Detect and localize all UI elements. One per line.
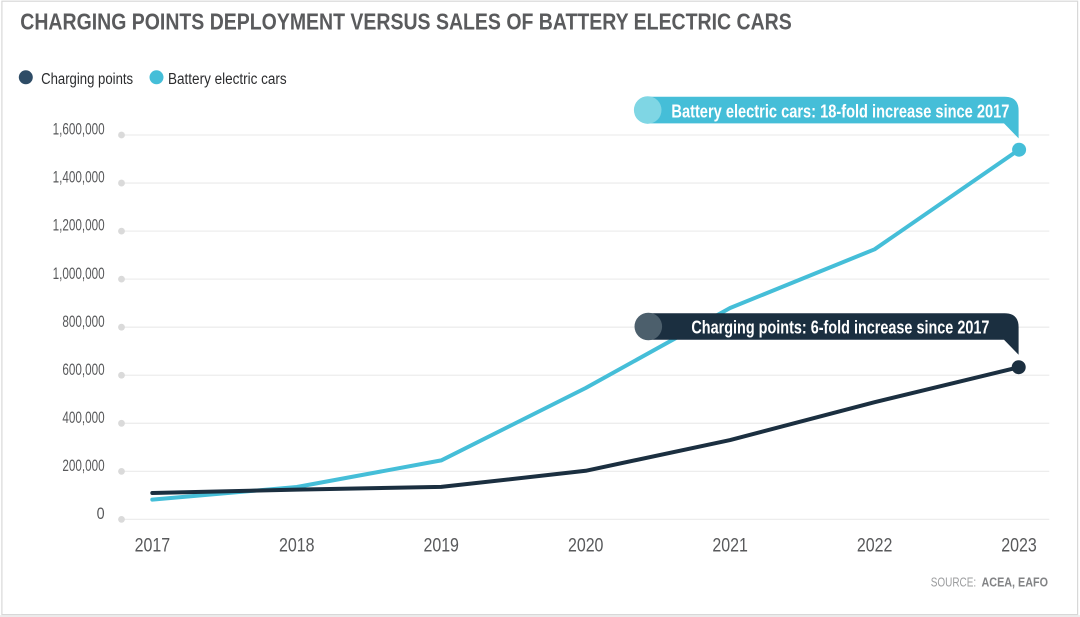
svg-text:Charging points: 6-fold increa: Charging points: 6-fold increase since 2… <box>691 317 989 338</box>
svg-text:2021: 2021 <box>712 534 748 556</box>
svg-text:CHARGING POINTS DEPLOYMENT VER: CHARGING POINTS DEPLOYMENT VERSUS SALES … <box>20 9 791 35</box>
svg-text:SOURCE:: SOURCE: <box>931 576 977 590</box>
svg-text:800,000: 800,000 <box>62 313 104 331</box>
svg-text:200,000: 200,000 <box>62 457 104 475</box>
svg-text:2017: 2017 <box>135 534 171 556</box>
svg-text:2019: 2019 <box>423 534 459 556</box>
svg-text:Battery electric cars: Battery electric cars <box>168 71 287 88</box>
svg-text:Charging points: Charging points <box>41 71 133 88</box>
svg-text:Battery electric cars: 18-fold: Battery electric cars: 18-fold increase … <box>671 100 1009 121</box>
svg-text:1,200,000: 1,200,000 <box>53 217 105 235</box>
svg-text:2023: 2023 <box>1001 534 1037 556</box>
svg-text:2018: 2018 <box>279 534 315 556</box>
svg-text:ACEA, EAFO: ACEA, EAFO <box>982 576 1049 590</box>
svg-text:2020: 2020 <box>568 534 604 556</box>
svg-text:1,400,000: 1,400,000 <box>53 169 105 187</box>
svg-text:400,000: 400,000 <box>62 409 104 427</box>
svg-text:0: 0 <box>97 505 105 523</box>
svg-text:600,000: 600,000 <box>62 361 104 379</box>
svg-text:2022: 2022 <box>857 534 893 556</box>
svg-text:1,000,000: 1,000,000 <box>53 265 105 283</box>
svg-text:1,600,000: 1,600,000 <box>53 121 105 139</box>
